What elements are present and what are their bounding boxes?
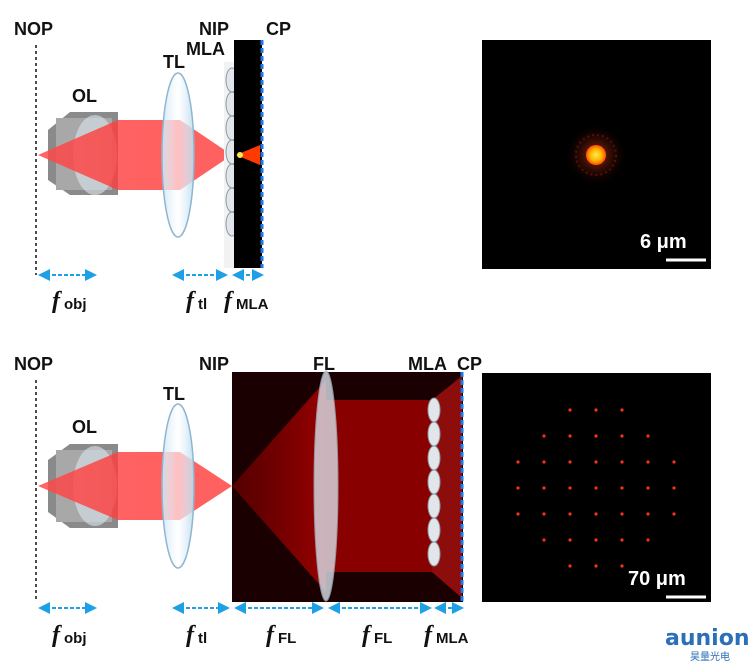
psf-spot [568,460,572,464]
svg-text:MLA: MLA [236,296,269,313]
top-cp-label: CP [266,19,291,39]
svg-text:f: f [362,622,372,648]
top-focus-cone [236,145,260,165]
svg-text:f: f [424,622,434,648]
svg-text:tl: tl [198,630,207,647]
bottom-ffl2-label: f FL [362,622,392,648]
psf-spot [516,460,520,464]
bottom-nop-label: NOP [14,354,53,374]
psf-spot [594,408,598,412]
psf-spot [594,434,598,438]
psf-spot [516,486,520,490]
psf-spot [620,512,624,516]
psf-spot [620,486,624,490]
top-psf-spot [586,145,606,165]
svg-text:f: f [52,288,62,314]
bottom-tl-label: TL [163,384,185,404]
bottom-psf-scale-label: 70 μm [628,568,686,590]
bottom-fmla-label: f MLA [424,622,469,648]
bottom-collimated-beam [326,400,432,572]
psf-spot [594,460,598,464]
top-psf-panel: 6 μm [482,40,711,269]
svg-text:f: f [266,622,276,648]
bottom-field-lens [313,370,339,602]
svg-text:FL: FL [278,630,296,647]
top-nip-label: NIP [199,19,229,39]
psf-spot [568,434,572,438]
psf-spot [594,538,598,542]
svg-text:tl: tl [198,296,207,313]
psf-spot [568,408,572,412]
psf-spot [672,512,676,516]
psf-spot [542,434,546,438]
watermark-logo-text: aunion [665,626,750,651]
psf-spot [568,538,572,542]
bottom-psf-panel: 70 μm [482,373,711,602]
psf-spot [620,564,624,568]
psf-spot [646,460,650,464]
psf-spot [594,512,598,516]
psf-spot [542,538,546,542]
psf-spot [594,486,598,490]
psf-spot [568,486,572,490]
psf-spot [646,538,650,542]
bottom-diagram: NOP OL TL NIP FL MLA CP [14,354,482,648]
top-fobj-label: f obj [52,288,87,314]
psf-spot [542,486,546,490]
svg-text:f: f [224,288,234,314]
svg-text:obj: obj [64,296,87,313]
psf-spot [542,460,546,464]
psf-spot [620,538,624,542]
bottom-mla [427,397,441,567]
bottom-ol-label: OL [72,417,97,437]
watermark: aunion 昊量光电 [665,626,750,663]
psf-spot [620,408,624,412]
psf-spot [646,486,650,490]
svg-text:FL: FL [374,630,392,647]
psf-spot [594,564,598,568]
bottom-fl-label: FL [313,354,335,374]
top-fmla-label: f MLA [224,288,269,314]
top-tl-label: TL [163,52,185,72]
svg-text:f: f [186,288,196,314]
bottom-diverging-beam [232,380,326,592]
top-psf-scale-label: 6 μm [640,231,687,253]
psf-spot [568,564,572,568]
psf-spot [620,434,624,438]
top-tube-lens [161,72,195,238]
bottom-ftl-label: f tl [186,622,207,648]
psf-spot [672,460,676,464]
psf-spot [516,512,520,516]
top-diagram: NOP OL TL NIP MLA [14,19,291,314]
bottom-fobj-label: f obj [52,622,87,648]
top-nop-label: NOP [14,19,53,39]
psf-spot [646,512,650,516]
psf-spot [646,434,650,438]
bottom-nip-label: NIP [199,354,229,374]
bottom-mla-label: MLA [408,354,447,374]
svg-text:f: f [186,622,196,648]
psf-spot [542,512,546,516]
psf-spot [672,486,676,490]
psf-spot [568,512,572,516]
top-ol-label: OL [72,86,97,106]
watermark-subtext: 昊量光电 [690,650,730,663]
bottom-cp-label: CP [457,354,482,374]
top-ftl-label: f tl [186,288,207,314]
psf-spot [620,460,624,464]
bottom-tube-lens [161,403,195,569]
svg-text:MLA: MLA [436,630,469,647]
bottom-spot-grid [516,408,676,568]
svg-text:obj: obj [64,630,87,647]
bottom-ffl1-label: f FL [266,622,296,648]
top-mla-label: MLA [186,39,225,59]
svg-text:f: f [52,622,62,648]
